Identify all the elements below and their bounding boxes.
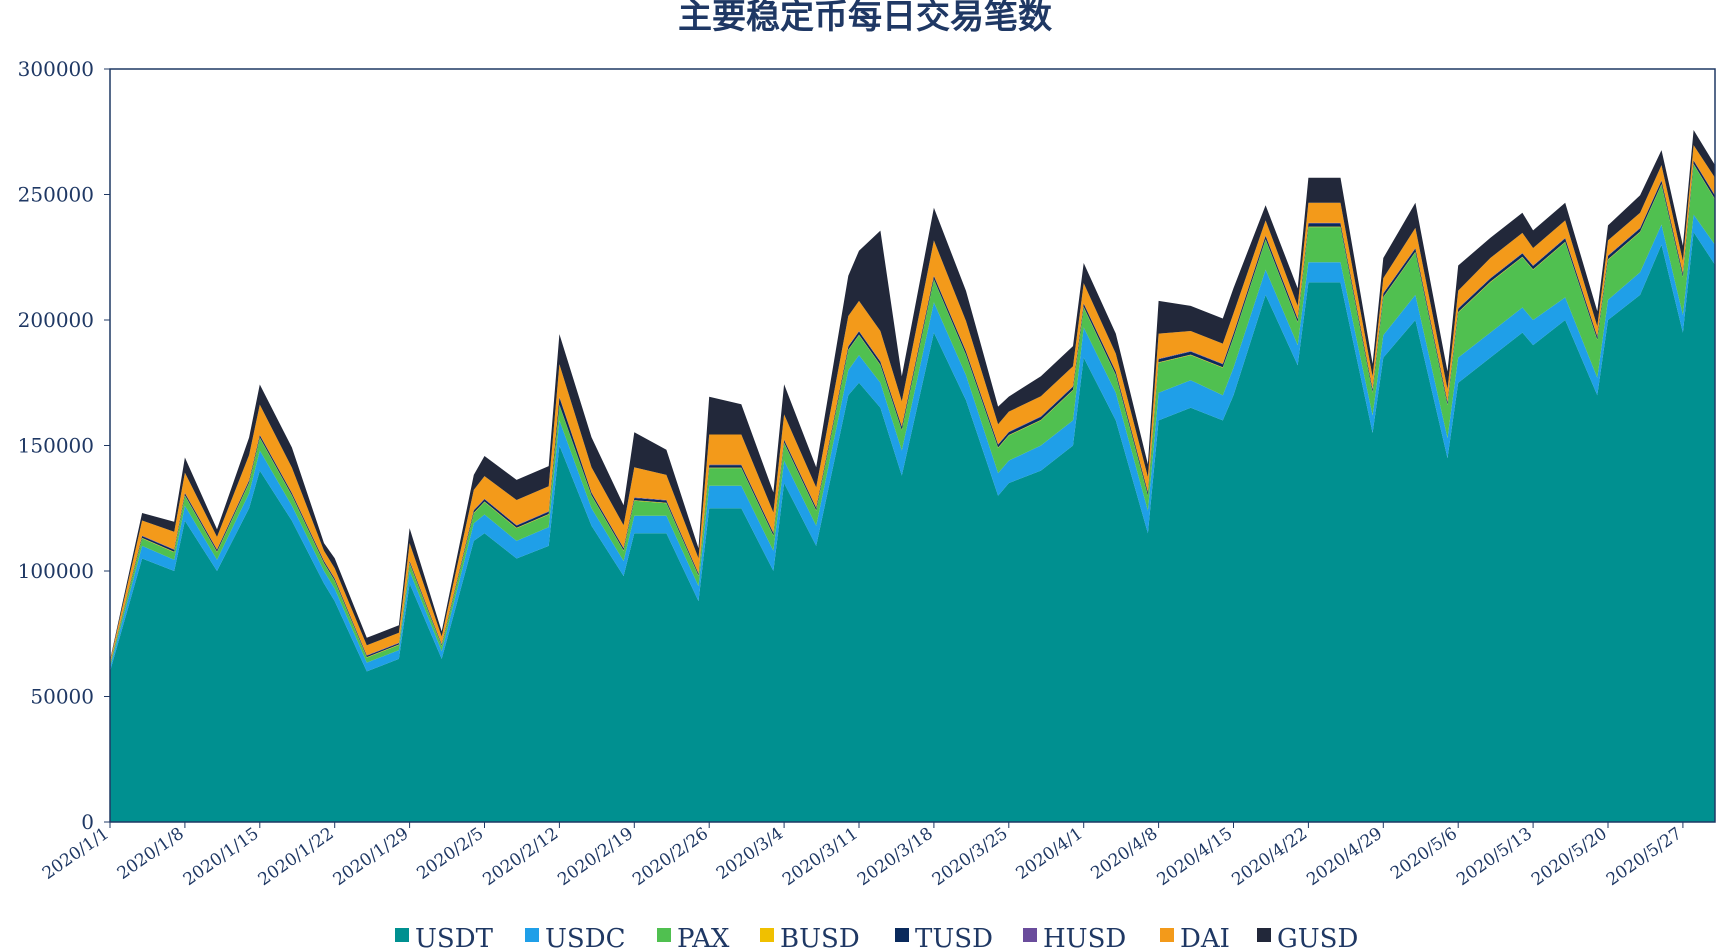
legend-swatch-usdt — [395, 928, 409, 942]
legend-swatch-husd — [1023, 928, 1037, 942]
x-tick-label: 2020/3/25 — [929, 824, 1012, 890]
y-tick-label: 100000 — [18, 559, 94, 583]
chart-title: 主要稳定币每日交易笔数 — [678, 0, 1052, 37]
legend-label-usdt: USDT — [415, 924, 494, 948]
x-axis: 2020/1/1 2020/1/82020/1/152020/1/222020/1… — [39, 822, 1686, 890]
legend-swatch-usdc — [525, 928, 539, 942]
y-axis: 0 50000 100000 150000 200000 250000 300000 — [18, 57, 110, 834]
legend-label-pax: PAX — [677, 924, 730, 948]
x-tick-label: 2020/4/8 — [1087, 824, 1161, 884]
legend-swatch-gusd — [1257, 928, 1271, 942]
y-tick-label: 300000 — [18, 57, 94, 81]
x-tick-label: 2020/5/27 — [1603, 824, 1686, 890]
x-tick-label: 2020/2/12 — [479, 824, 562, 890]
x-tick-label: 2020/3/4 — [713, 824, 787, 884]
y-tick-label: 0 — [81, 810, 94, 834]
legend: USDT USDC PAX BUSD TUSD HUSD DAI GUSD — [395, 924, 1358, 948]
legend-swatch-dai — [1160, 928, 1174, 942]
legend-label-dai: DAI — [1180, 924, 1230, 948]
x-tick-label: 2020/5/13 — [1453, 824, 1536, 890]
legend-label-gusd: GUSD — [1277, 924, 1358, 948]
x-tick-label: 2020/2/26 — [629, 824, 712, 890]
x-tick-label: 2020/3/11 — [779, 824, 862, 890]
series-areas — [110, 130, 1715, 823]
y-tick-label: 50000 — [30, 685, 94, 709]
x-tick-label: 2020/1/15 — [180, 824, 263, 890]
x-tick-label: 2020/1/22 — [255, 824, 338, 890]
legend-swatch-tusd — [895, 928, 909, 942]
x-tick-label: 2020/1/1 — [39, 824, 113, 884]
x-tick-label: 2020/4/22 — [1228, 824, 1311, 890]
x-tick-label: 2020/3/18 — [854, 824, 937, 890]
legend-label-usdc: USDC — [545, 924, 625, 948]
x-tick-label: 2020/4/29 — [1303, 824, 1386, 890]
x-tick-label: 2020/4/15 — [1153, 824, 1236, 890]
y-tick-label: 250000 — [18, 183, 94, 207]
legend-label-husd: HUSD — [1043, 924, 1126, 948]
x-tick-label: 2020/1/8 — [114, 824, 188, 884]
legend-swatch-busd — [760, 928, 774, 942]
x-tick-label: 2020/4/1 — [1013, 824, 1087, 884]
legend-label-tusd: TUSD — [915, 924, 993, 948]
x-tick-label: 2020/5/6 — [1387, 824, 1461, 884]
x-tick-label: 2020/5/20 — [1528, 824, 1611, 890]
y-tick-label: 200000 — [18, 308, 94, 332]
y-tick-label: 150000 — [18, 434, 94, 458]
x-tick-label: 2020/2/5 — [413, 824, 487, 884]
legend-label-busd: BUSD — [780, 924, 860, 948]
x-tick-label: 2020/2/19 — [554, 824, 637, 890]
legend-swatch-pax — [657, 928, 671, 942]
area-usdt — [110, 232, 1715, 823]
x-tick-label: 2020/1/29 — [330, 824, 413, 890]
